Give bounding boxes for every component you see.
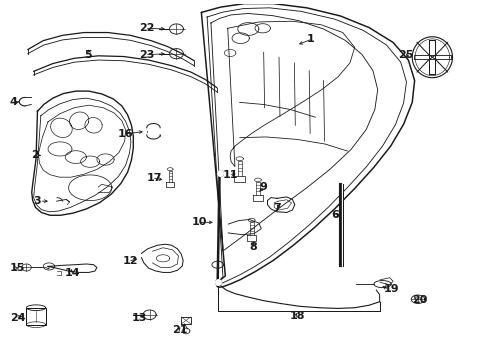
Text: 16: 16: [117, 129, 133, 139]
Text: 13: 13: [132, 312, 147, 323]
Text: 14: 14: [64, 269, 80, 279]
Text: 11: 11: [223, 170, 238, 180]
Text: 8: 8: [249, 242, 257, 252]
Text: 9: 9: [258, 182, 266, 192]
Text: 23: 23: [139, 50, 154, 60]
Text: 18: 18: [289, 311, 305, 321]
Text: 10: 10: [191, 217, 207, 227]
Text: 15: 15: [10, 263, 25, 273]
Text: 17: 17: [146, 173, 162, 183]
Text: 6: 6: [330, 210, 338, 220]
Text: 2: 2: [31, 150, 39, 160]
Text: 20: 20: [411, 295, 427, 305]
Text: 1: 1: [306, 34, 314, 44]
Text: 12: 12: [122, 256, 138, 266]
Text: 5: 5: [84, 50, 91, 60]
Text: 25: 25: [397, 50, 412, 60]
Text: 4: 4: [10, 98, 18, 107]
Text: 3: 3: [34, 196, 41, 206]
Text: 24: 24: [10, 312, 25, 323]
Text: 7: 7: [273, 203, 281, 213]
Text: 21: 21: [172, 325, 188, 335]
Text: 22: 22: [139, 23, 154, 33]
Text: 19: 19: [383, 284, 398, 294]
